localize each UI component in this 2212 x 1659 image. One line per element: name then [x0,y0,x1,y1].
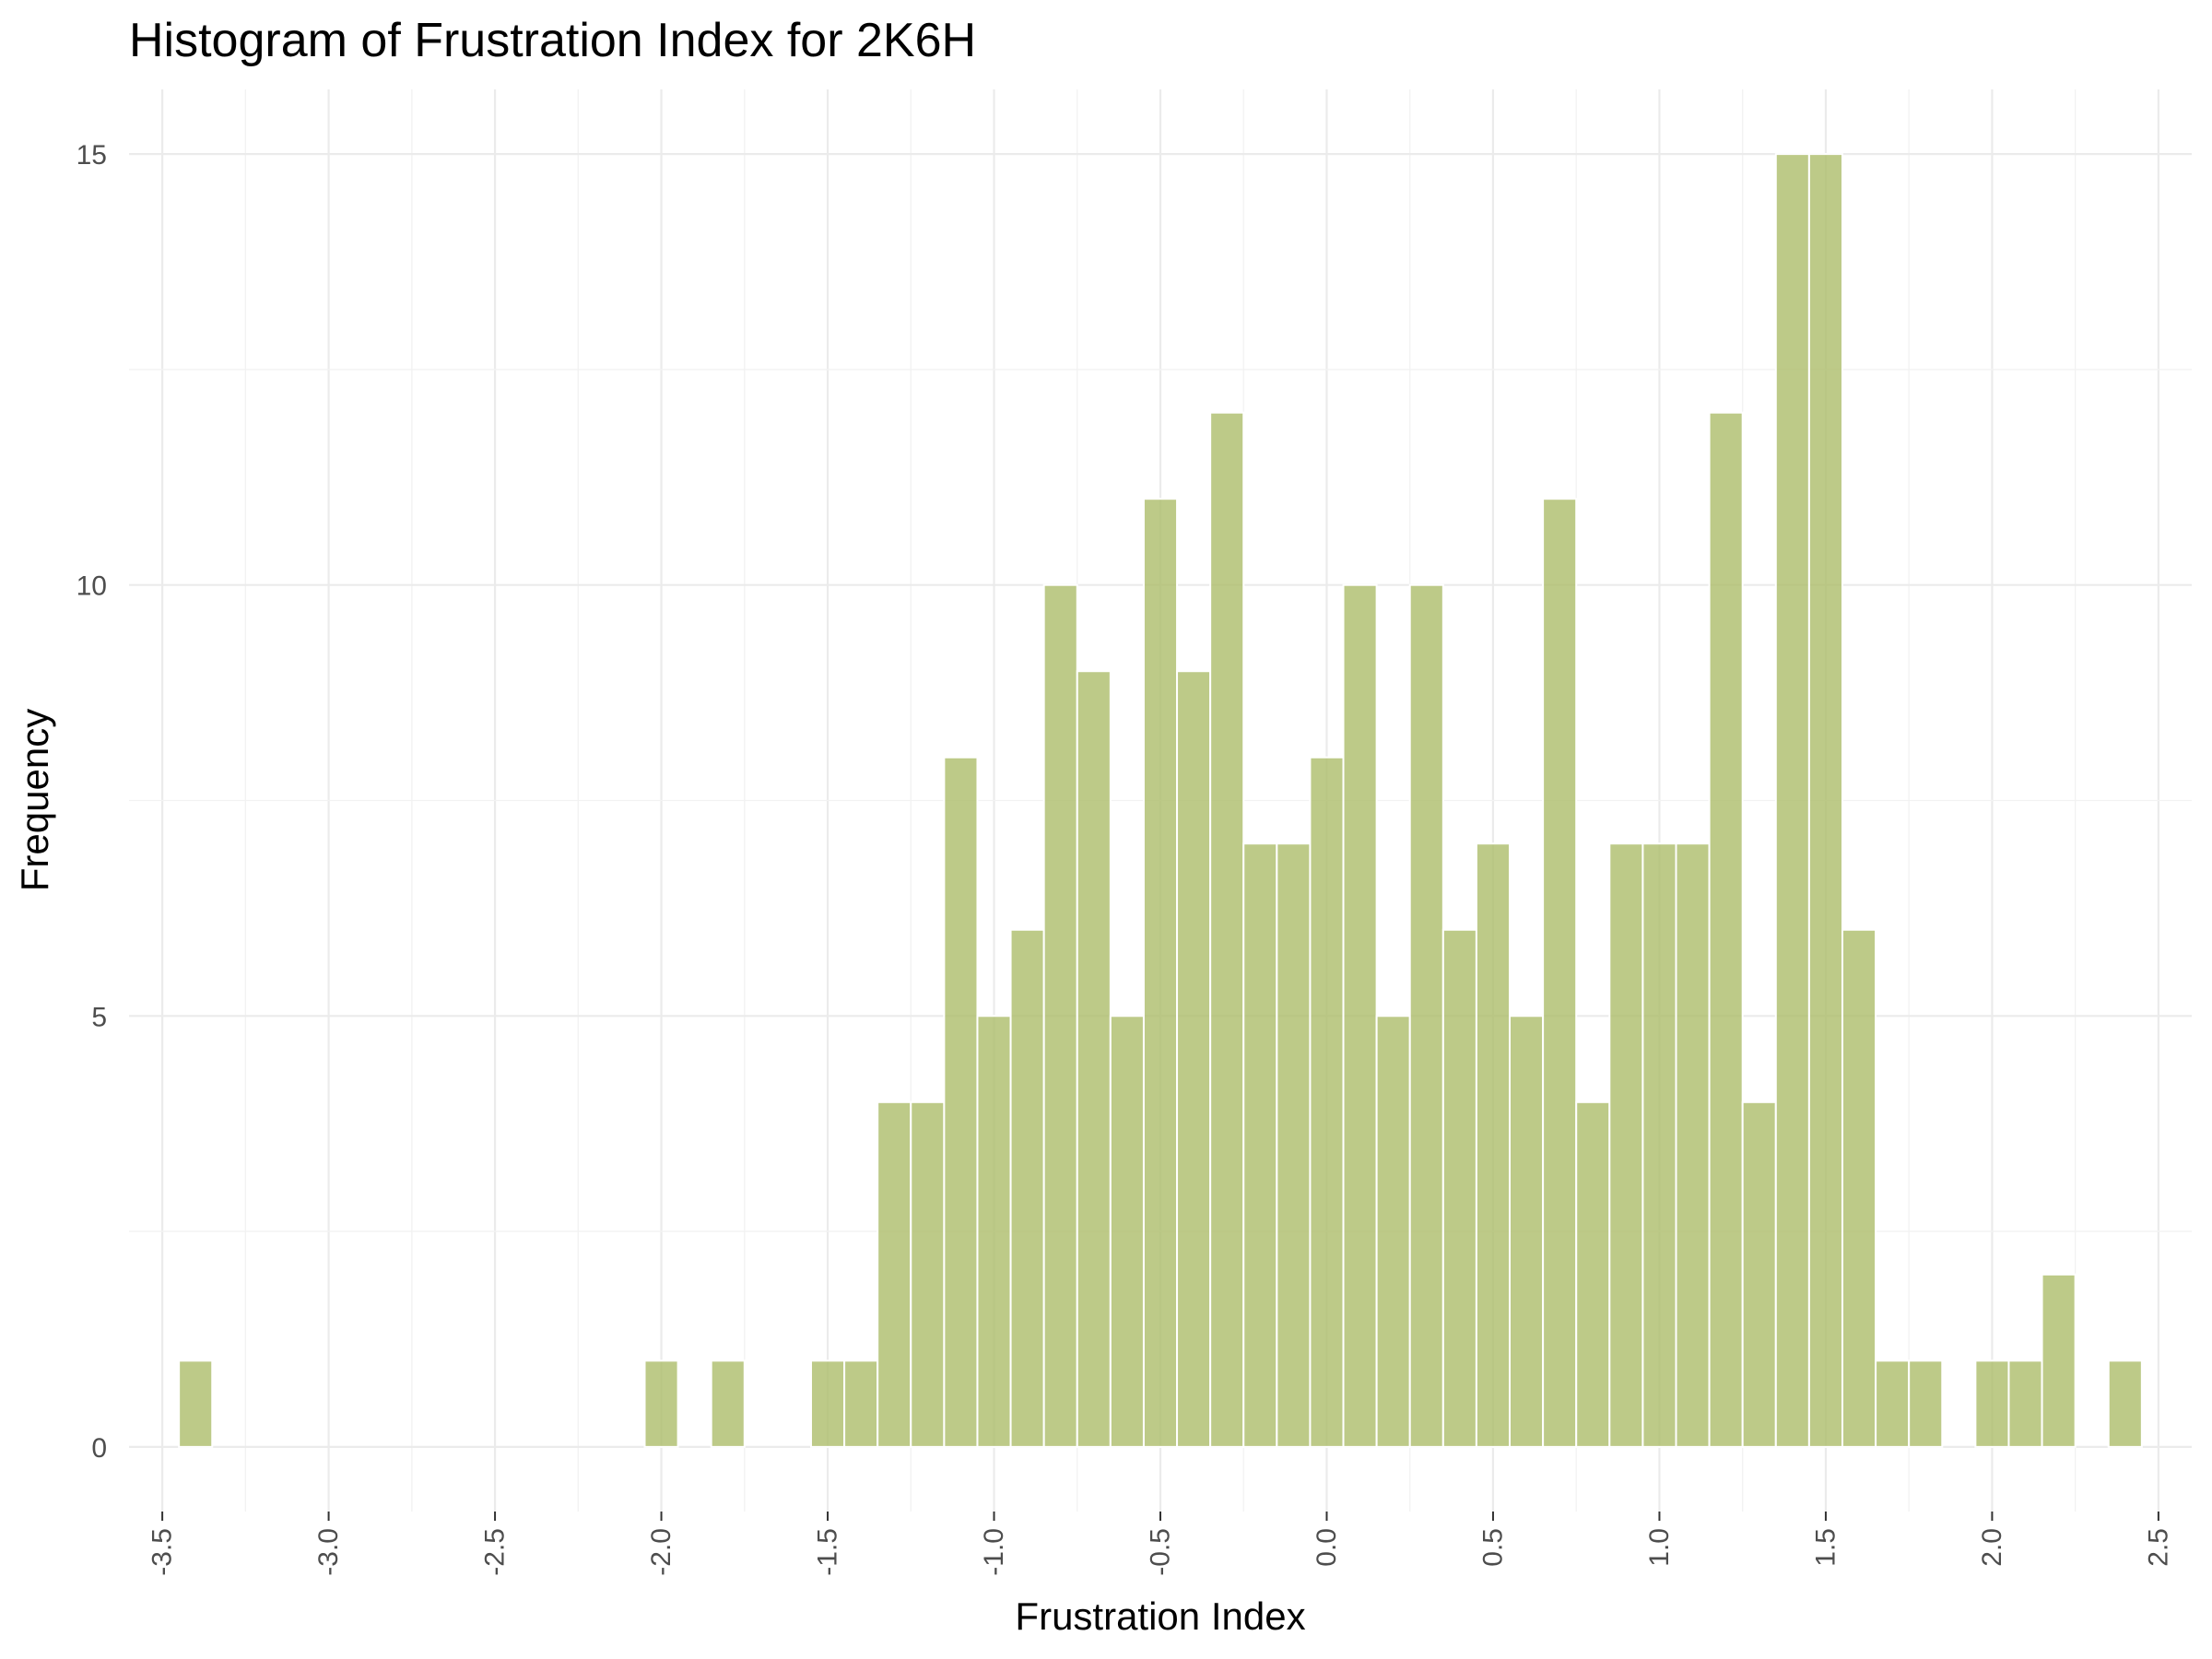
chart-title: Histogram of Frustration Index for 2K6H [129,14,977,67]
x-tick-label: -2.5 [480,1528,511,1576]
histogram-bar [1841,928,1877,1448]
x-tick-label: 1.0 [1644,1528,1675,1567]
y-axis-title: Frequency [13,709,56,891]
x-tick-label: 0.5 [1477,1528,1508,1567]
histogram-bar [2107,1359,2143,1448]
histogram-bar [2041,1273,2077,1448]
histogram-bar [1242,842,1278,1448]
histogram-bar [178,1359,214,1448]
x-tick-label: -3.5 [147,1528,178,1576]
histogram-bar [1176,670,1212,1448]
x-tick-label: -1.0 [979,1528,1009,1576]
histogram-bar [1807,153,1843,1448]
x-tick-label: 2.0 [1977,1528,2007,1567]
histogram-bar [1641,842,1677,1448]
histogram-bar [643,1359,679,1448]
histogram-bar [1276,842,1312,1448]
x-axis-ticks: -3.5 -3.0 -2.5 -2.0 -1.5 -1.0 -0.5 0.0 0.5 1.0 1.5… [147,1512,2173,1576]
histogram-bar [1509,1015,1545,1448]
histogram-bar [1974,1359,2010,1448]
x-tick-label: -1.5 [813,1528,843,1576]
x-tick-label: 1.5 [1810,1528,1841,1567]
histogram-bar [1375,1015,1411,1448]
histogram-bar [809,1359,846,1448]
histogram-bar [1142,498,1179,1448]
histogram-bar [1009,928,1045,1448]
x-tick-label: -0.5 [1146,1528,1176,1576]
histogram-bar [1675,842,1711,1448]
x-tick-label: 0.0 [1312,1528,1342,1567]
histogram-bar [1708,411,1744,1448]
x-tick-label: -2.0 [646,1528,677,1576]
x-tick-label: 2.5 [2143,1528,2173,1567]
histogram-bar [1209,411,1245,1448]
histogram-bar [1042,583,1078,1448]
histogram-bar [1875,1359,1911,1448]
x-tick-label: -3.0 [313,1528,344,1576]
x-axis-title: Frustration Index [1015,1594,1305,1638]
y-tick-label: 0 [91,1433,107,1464]
bars [178,153,2143,1448]
histogram-bar [2007,1359,2043,1448]
histogram-bar [1475,842,1512,1448]
y-tick-label: 5 [91,1002,107,1032]
histogram-bar [1608,842,1644,1448]
histogram-bar [1741,1100,1777,1448]
histogram-bar [710,1359,746,1448]
histogram-bar [1109,1015,1145,1448]
histogram-bar [843,1359,879,1448]
histogram-bar [1774,153,1810,1448]
histogram-bar [1342,583,1378,1448]
histogram-bar [1408,583,1444,1448]
histogram-bar [1908,1359,1944,1448]
histogram-bar [1542,498,1578,1448]
y-axis-ticks: 0 5 10 15 [76,140,107,1464]
histogram-bar [1309,756,1345,1448]
y-tick-label: 15 [76,140,107,171]
histogram-bar [943,756,979,1448]
histogram-bar [1441,928,1477,1448]
histogram-bar [1575,1100,1611,1448]
histogram-bar [1076,670,1112,1448]
y-tick-label: 10 [76,571,107,602]
histogram-bar [976,1015,1012,1448]
histogram-bar [877,1100,912,1448]
histogram-bar [910,1100,946,1448]
